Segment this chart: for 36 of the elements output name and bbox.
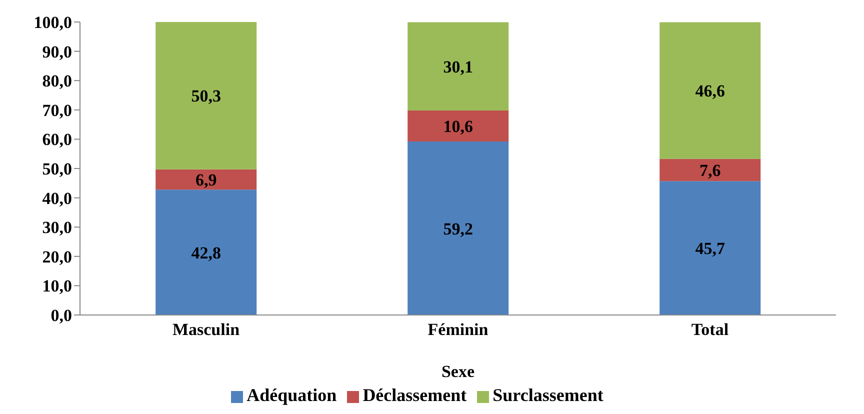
data-label: 45,7	[695, 239, 726, 258]
data-label: 10,6	[443, 117, 473, 136]
data-label: 7,6	[699, 161, 721, 180]
x-axis-title: Sexe	[441, 362, 475, 381]
y-tick-label: 80,0	[42, 72, 72, 91]
x-tick-label: Masculin	[172, 320, 240, 340]
bar	[408, 142, 509, 315]
y-tick-label: 100,0	[34, 13, 72, 32]
bar	[408, 110, 509, 142]
x-tick-label: Féminin	[428, 320, 489, 340]
data-label: 6,9	[195, 170, 217, 190]
data-label: 50,3	[191, 86, 221, 106]
legend-label: Surclassement	[492, 385, 604, 405]
bar	[156, 190, 257, 315]
bar	[156, 22, 257, 170]
data-label: 59,2	[443, 219, 473, 238]
x-tick-label: Total	[691, 320, 729, 340]
y-tick-label: 30,0	[42, 218, 72, 238]
data-label: 42,8	[191, 243, 221, 262]
data-label: 46,6	[695, 82, 725, 101]
legend-label: Déclassement	[362, 385, 467, 405]
legend-label: Adéquation	[246, 385, 337, 405]
bar	[660, 181, 761, 315]
data-label: 30,1	[443, 57, 473, 76]
bar	[408, 22, 509, 110]
y-tick-label: 70,0	[42, 100, 72, 120]
bar	[660, 22, 761, 159]
y-tick-label: 60,0	[42, 130, 72, 150]
y-tick-label: 0,0	[50, 306, 72, 326]
bar	[660, 158, 761, 182]
bar	[156, 169, 257, 190]
y-tick-label: 90,0	[42, 42, 72, 62]
y-tick-label: 10,0	[42, 276, 72, 296]
y-tick-label: 40,0	[42, 188, 72, 208]
y-tick-label: 20,0	[42, 247, 72, 266]
y-tick-label: 50,0	[42, 160, 72, 179]
